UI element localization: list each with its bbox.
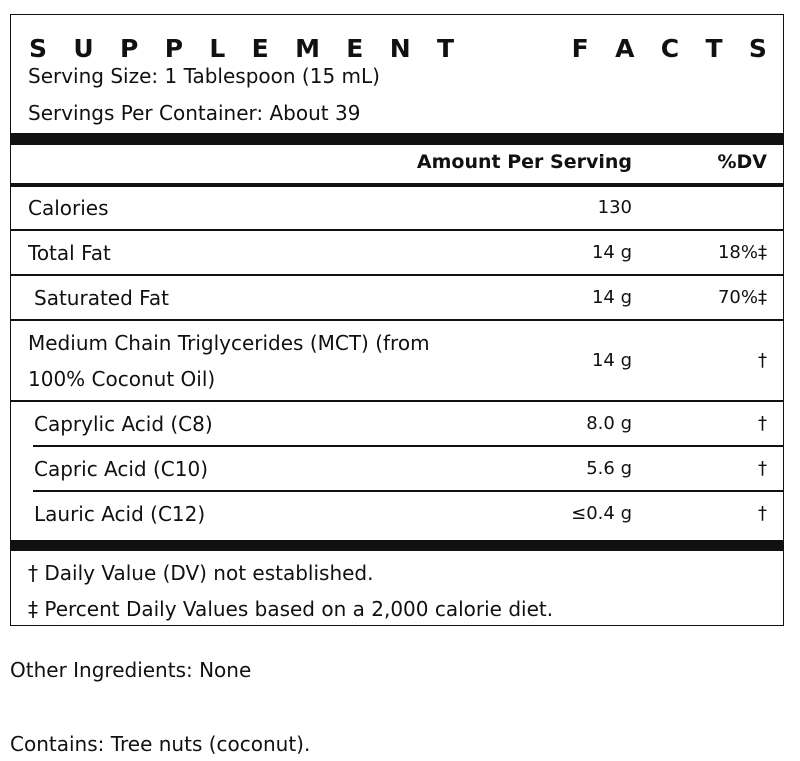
lauric-acid-dv: † xyxy=(758,503,767,524)
row-divider xyxy=(11,319,783,321)
thick-divider xyxy=(11,540,783,551)
serving-size: Serving Size: 1 Tablespoon (15 mL) xyxy=(28,64,380,88)
title-letter: U xyxy=(73,34,94,63)
header-divider xyxy=(11,183,783,187)
caprylic-acid-dv: † xyxy=(758,413,767,434)
row-divider xyxy=(11,400,783,402)
row-divider xyxy=(11,274,783,276)
calories-amount: 130 xyxy=(597,197,632,218)
title-letter: E xyxy=(251,34,269,63)
row-divider xyxy=(11,229,783,231)
thick-divider xyxy=(11,133,783,145)
capric-acid-amount: 5.6 g xyxy=(586,458,632,479)
title-letter: P xyxy=(164,34,184,63)
row-divider xyxy=(33,445,783,447)
total-fat-dv: 18%‡ xyxy=(717,242,767,263)
panel-title: S U P P L E M E N T X X F A C T S xyxy=(29,29,767,69)
title-letter: M xyxy=(295,34,320,63)
title-letter: S xyxy=(29,34,48,63)
calories-label: Calories xyxy=(28,196,109,220)
amount-per-serving-header: Amount Per Serving xyxy=(416,151,632,173)
title-letter: S xyxy=(748,34,767,63)
caprylic-acid-amount: 8.0 g xyxy=(586,413,632,434)
mct-label-line-1: Medium Chain Triglycerides (MCT) (from xyxy=(28,331,430,355)
title-letter: C xyxy=(660,34,680,63)
other-ingredients: Other Ingredients: None xyxy=(10,658,252,682)
title-letter: T xyxy=(437,34,455,63)
footnote-double-dagger: ‡ Percent Daily Values based on a 2,000 … xyxy=(28,597,554,621)
title-letter: L xyxy=(209,34,226,63)
saturated-fat-amount: 14 g xyxy=(591,287,632,308)
saturated-fat-dv: 70%‡ xyxy=(717,287,767,308)
total-fat-label: Total Fat xyxy=(28,241,111,265)
lauric-acid-amount: ≤0.4 g xyxy=(571,503,632,524)
title-letter: P xyxy=(120,34,139,63)
capric-acid-label: Capric Acid (C10) xyxy=(34,457,209,481)
total-fat-amount: 14 g xyxy=(591,242,632,263)
title-letter: E xyxy=(346,34,364,63)
title-letter: A xyxy=(615,34,635,63)
title-letter: T xyxy=(705,34,723,63)
supplement-facts-panel: S U P P L E M E N T X X F A C T S Servin… xyxy=(10,14,784,626)
title-letter: F xyxy=(571,34,589,63)
mct-label-line-2: 100% Coconut Oil) xyxy=(28,367,216,391)
mct-dv: † xyxy=(758,350,767,371)
capric-acid-dv: † xyxy=(758,458,767,479)
allergen-statement: Contains: Tree nuts (coconut). xyxy=(10,732,311,756)
caprylic-acid-label: Caprylic Acid (C8) xyxy=(34,412,213,436)
lauric-acid-label: Lauric Acid (C12) xyxy=(34,502,206,526)
dv-header: %DV xyxy=(717,151,767,173)
footnote-dagger: † Daily Value (DV) not established. xyxy=(28,561,374,585)
title-letter: N xyxy=(389,34,411,63)
saturated-fat-label: Saturated Fat xyxy=(34,286,169,310)
servings-per-container: Servings Per Container: About 39 xyxy=(28,101,361,125)
mct-amount: 14 g xyxy=(591,350,632,371)
row-divider xyxy=(33,490,783,492)
